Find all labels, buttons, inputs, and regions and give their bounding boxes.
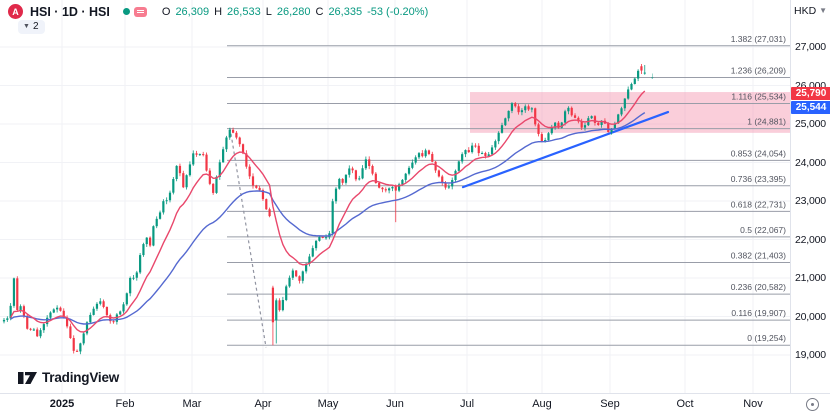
price-badge: 25,790 <box>791 87 830 101</box>
time-axis-label: Sep <box>600 398 620 410</box>
time-axis-label: Oct <box>676 398 694 410</box>
time-axis-label: May <box>317 398 339 410</box>
high-value: 26,533 <box>227 5 261 18</box>
fib-level-label: 0.736 (23,395) <box>731 174 786 184</box>
price-axis[interactable]: HKD ▼ 27,000 26,000 25,000 24,000 23,000 22,0… <box>790 0 830 393</box>
price-axis-label: 20,000 <box>795 310 826 323</box>
time-axis-label: Jun <box>386 398 404 410</box>
chevron-down-icon: ▼ <box>819 6 827 15</box>
brand-name: TradingView <box>42 370 120 385</box>
fib-level-label: 0.5 (22,067) <box>740 225 786 235</box>
time-axis[interactable]: 2025 Feb Mar Apr May Jun Jul Aug Sep Oct Nov <box>0 393 830 414</box>
fib-level-label: 0.382 (21,403) <box>731 250 786 260</box>
close-value: 26,335 <box>328 5 363 18</box>
fib-level-label: 0.236 (20,582) <box>731 282 786 292</box>
fib-level-label: 1.382 (27,031) <box>731 34 786 44</box>
hidden-indicator-count: 2 <box>32 21 39 32</box>
tradingview-logo-icon <box>18 371 37 384</box>
fib-level-label: 0.853 (24,054) <box>731 148 786 158</box>
price-badge: 25,544 <box>791 100 830 114</box>
price-axis-label: 25,000 <box>795 118 826 130</box>
fib-level-label: 0.116 (19,907) <box>731 308 786 318</box>
chevron-down-icon: ▼ <box>23 23 30 30</box>
price-axis-label: 22,000 <box>795 233 826 246</box>
ma-slow-line[interactable] <box>10 112 646 325</box>
last-bar-marker-icon: ↓ <box>650 71 655 81</box>
currency-selector[interactable]: HKD ▼ <box>791 5 830 17</box>
price-axis-label: 23,000 <box>795 195 826 207</box>
low-label: L <box>265 5 272 18</box>
fib-level-label: 0 (19,254) <box>747 333 786 343</box>
currency-label: HKD <box>793 5 817 17</box>
time-axis-label: 2025 <box>49 398 75 410</box>
grid-lines <box>0 0 790 393</box>
fib-level-label: 1 (24,881) <box>747 117 786 127</box>
axis-settings-icon[interactable] <box>806 398 819 411</box>
time-axis-label: Nov <box>743 398 763 410</box>
time-axis-label: Feb <box>115 398 135 410</box>
time-axis-label: Aug <box>532 398 552 410</box>
high-label: H <box>214 5 223 18</box>
chart-legend-header: A HSI · 1D · HSI O 26,309 H 26,533 L 26,280… <box>8 4 428 19</box>
candlestick-series <box>2 63 646 355</box>
fib-level-label: 1.236 (26,209) <box>731 65 786 75</box>
fib-level-label: 0.618 (22,731) <box>731 199 786 209</box>
time-axis-label: Apr <box>254 398 272 410</box>
fib-level-label: 1.116 (25,534) <box>731 91 786 101</box>
tradingview-logo[interactable]: TradingView <box>18 370 119 385</box>
price-axis-label: 24,000 <box>795 156 826 169</box>
dashed-trend-line[interactable] <box>229 127 267 348</box>
price-axis-label: 19,000 <box>795 349 826 361</box>
time-axis-label: Jul <box>459 398 475 410</box>
indicator-legend-toggles <box>122 6 147 17</box>
collapse-indicators-button[interactable]: ▼ 2 <box>18 20 45 34</box>
time-axis-label: Mar <box>182 398 202 410</box>
close-label: C <box>315 5 324 18</box>
indicator-menu-icon[interactable] <box>133 6 147 17</box>
ma-fast-line[interactable] <box>9 90 646 333</box>
symbol-logo-icon: A <box>8 4 23 19</box>
price-axis-label: 21,000 <box>795 272 826 284</box>
indicator-dot-icon[interactable] <box>122 8 130 15</box>
change-value: -53 (-0.20%) <box>367 5 429 18</box>
low-value: 26,280 <box>276 5 311 18</box>
ohlc-readout: O 26,309 H 26,533 L 26,280 C 26,335 -53 (-0.… <box>162 6 428 18</box>
fib-retracement-levels[interactable]: 1.382 (27,031) 1.236 (26,209) 1.116 (25,53… <box>227 34 790 346</box>
trend-line[interactable] <box>461 110 670 189</box>
open-label: O <box>161 5 171 18</box>
price-axis-label: 27,000 <box>795 41 826 53</box>
open-value: 26,309 <box>175 5 210 18</box>
candlestick-chart-canvas[interactable]: 1.382 (27,031) 1.236 (26,209) 1.116 (25,53… <box>0 0 790 393</box>
symbol-title[interactable]: HSI · 1D · HSI <box>30 4 110 19</box>
